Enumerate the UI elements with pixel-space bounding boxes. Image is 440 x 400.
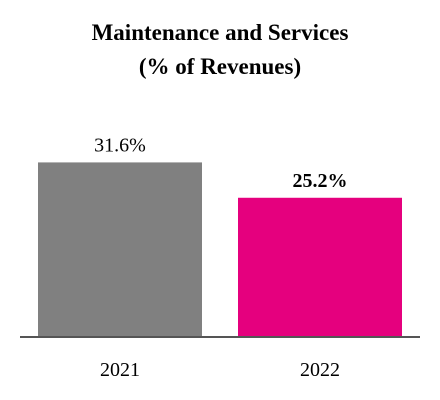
chart-subtitle: (% of Revenues) xyxy=(139,54,301,79)
bar-2021 xyxy=(38,162,202,337)
bar-2022 xyxy=(238,197,402,337)
data-label-2022: 25.2% xyxy=(293,170,348,192)
chart-title: Maintenance and Services xyxy=(92,20,349,45)
x-tick-label-2021: 2021 xyxy=(100,359,140,381)
bars-layer: 31.6% 2021 25.2% 2022 xyxy=(38,134,402,381)
x-tick-label-2022: 2022 xyxy=(300,359,340,381)
data-label-2021: 31.6% xyxy=(94,134,146,156)
